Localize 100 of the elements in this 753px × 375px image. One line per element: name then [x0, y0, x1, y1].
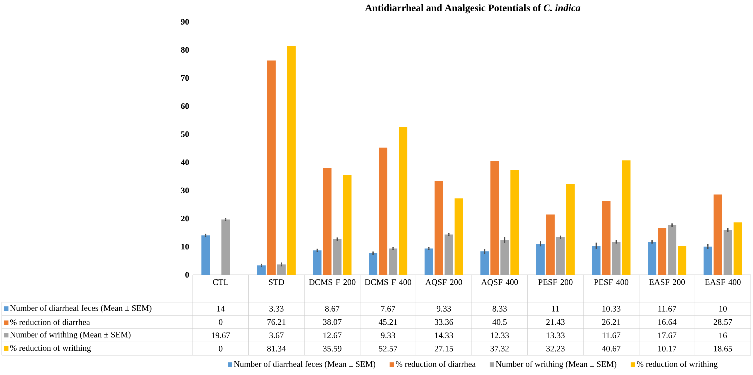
- bar: [202, 236, 210, 275]
- text: Number of diarrheal feces (Mean ± SEM): [234, 361, 376, 369]
- data-label: 16.64: [658, 319, 677, 326]
- data-label: 76.21: [268, 319, 286, 326]
- x-tick-label: STD: [269, 280, 284, 286]
- data-label: 8.67: [325, 306, 340, 312]
- data-label: 12.67: [324, 332, 342, 338]
- bar: [566, 184, 575, 275]
- x-tick-label: DCMS F 200: [309, 280, 356, 286]
- bar: [313, 250, 322, 275]
- x-tick-label: PESF 400: [594, 280, 629, 286]
- y-tick-label: 10: [182, 244, 190, 250]
- bar: [277, 264, 286, 275]
- bar: [333, 239, 342, 275]
- data-label: 26.21: [602, 319, 621, 326]
- data-label: 14: [217, 306, 226, 312]
- bar: [724, 230, 732, 275]
- bar: [379, 148, 388, 275]
- data-label: 40.5: [492, 319, 507, 326]
- bar: [622, 160, 631, 275]
- bar: [323, 168, 332, 275]
- bar: [490, 161, 500, 275]
- y-tick-label: 50: [181, 132, 190, 138]
- data-label: 33.36: [434, 319, 454, 326]
- data-label: 52.57: [379, 346, 398, 352]
- bar: [668, 225, 677, 275]
- bar: [444, 234, 454, 275]
- bar: [592, 246, 601, 275]
- y-tick-label: 70: [181, 75, 190, 82]
- data-label: 9.33: [436, 306, 452, 312]
- data-label: 45.21: [378, 319, 398, 326]
- data-label: 11.67: [658, 306, 676, 312]
- data-label: 10.33: [602, 306, 621, 312]
- text: Number of writhing (Mean ± SEM): [10, 332, 131, 340]
- y-tick-label: 0: [186, 272, 190, 278]
- data-label: 11: [552, 306, 560, 312]
- data-label: 0: [219, 346, 223, 352]
- bar: [658, 228, 667, 275]
- data-label: 14.33: [435, 332, 454, 338]
- x-tick-label: DCMS F 400: [365, 280, 412, 286]
- legend-label: % reduction of diarrhea: [396, 361, 476, 368]
- data-label: 40.67: [602, 346, 621, 352]
- x-tick-label: AQSF 200: [426, 280, 462, 287]
- bar: [222, 220, 230, 275]
- y-tick-label: 80: [181, 47, 190, 53]
- bar: [424, 248, 434, 275]
- x-tick-label: AQSF 400: [481, 280, 518, 287]
- y-tick-label: 20: [181, 216, 190, 222]
- bar: [678, 246, 687, 275]
- legend-label: Number of diarrheal feces (Mean ± SEM): [10, 305, 152, 313]
- bar: [399, 127, 408, 275]
- bar: [287, 46, 296, 275]
- bar: [648, 242, 657, 275]
- data-label: 19.67: [212, 332, 230, 338]
- data-label: 10: [720, 306, 728, 312]
- data-label: 37.32: [490, 346, 509, 352]
- bar: [454, 198, 464, 275]
- data-label: 12.33: [491, 332, 510, 338]
- bar: [257, 266, 266, 275]
- data-label: 0: [219, 319, 223, 326]
- data-label: 17.67: [658, 332, 677, 338]
- data-label: 9.33: [381, 332, 396, 338]
- data-label: 3.33: [270, 306, 284, 312]
- data-label: 3.67: [270, 332, 284, 338]
- y-tick-label: 40: [181, 160, 190, 166]
- data-label: 18.65: [714, 346, 732, 352]
- data-label: 7.67: [381, 306, 396, 312]
- legend-label: Number of writhing (Mean ± SEM): [496, 361, 617, 369]
- x-tick-label: CTL: [213, 280, 228, 286]
- y-tick-label: 60: [181, 103, 190, 110]
- data-label: 38.07: [323, 319, 342, 326]
- bar: [612, 242, 621, 275]
- bar: [267, 60, 276, 275]
- bar: [734, 222, 742, 275]
- bar: [434, 181, 444, 275]
- x-tick-label: EASF 400: [705, 280, 741, 286]
- bar: [510, 170, 520, 275]
- data-label: 32.23: [546, 346, 565, 352]
- data-label: 81.34: [268, 346, 286, 352]
- bar: [369, 253, 378, 275]
- bar: [480, 252, 490, 275]
- bar: [704, 246, 712, 275]
- data-label: 10.17: [658, 346, 677, 352]
- bar: [536, 244, 545, 275]
- legend-label: % reduction of writhing: [637, 361, 718, 369]
- bar: [500, 240, 510, 275]
- data-label: 13.33: [546, 332, 565, 338]
- text: % reduction of writhing: [10, 345, 92, 353]
- bar: [343, 174, 352, 275]
- y-tick-label: 30: [181, 188, 190, 194]
- x-tick-label: EASF 200: [649, 280, 686, 286]
- bar: [389, 248, 398, 275]
- data-label: 35.59: [323, 346, 342, 352]
- data-label: 28.57: [714, 319, 732, 326]
- chart-title: Antidiarrheal and Analgesic Potentials of C. indica: [365, 4, 581, 14]
- bar: [602, 201, 611, 275]
- data-label: 27.15: [434, 346, 454, 352]
- text: % reduction of diarrhea: [10, 319, 90, 326]
- bar: [556, 238, 565, 275]
- x-tick-label: PESF 200: [538, 280, 573, 286]
